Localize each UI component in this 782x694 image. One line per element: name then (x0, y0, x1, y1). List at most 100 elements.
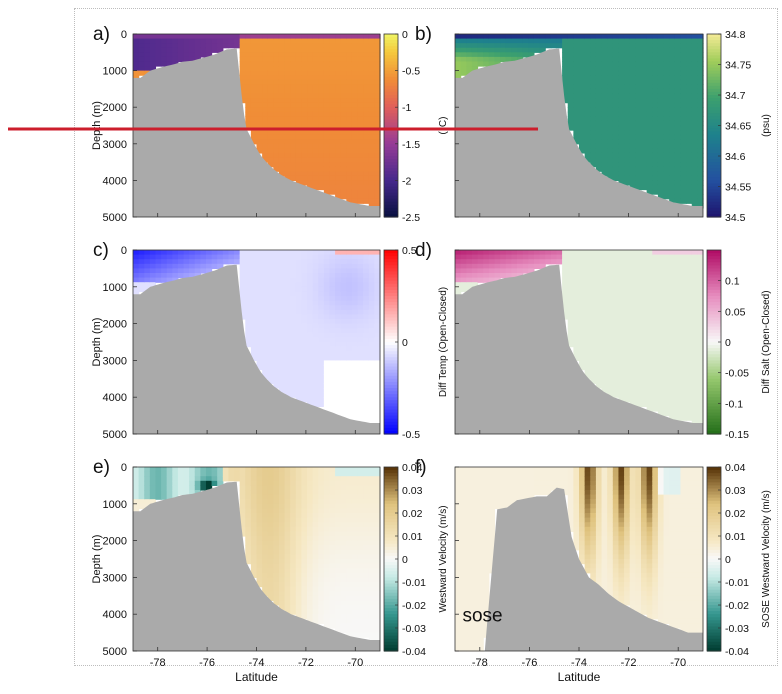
field-cell (697, 130, 704, 136)
field-cell (323, 369, 331, 375)
field-cell (505, 52, 512, 58)
field-cell (686, 75, 693, 81)
field-cell (562, 268, 569, 274)
colorbar-cell (384, 418, 398, 423)
field-cell (301, 485, 308, 491)
field-cell (351, 554, 359, 560)
field-cell (323, 79, 331, 85)
field-cell (646, 107, 653, 113)
field-cell (290, 517, 297, 523)
field-cell (691, 111, 698, 117)
field-cell (256, 34, 263, 40)
field-cell (250, 554, 258, 560)
field-cell (194, 471, 201, 477)
field-cell (669, 125, 676, 131)
colorbar-cell (384, 168, 398, 172)
field-cell (618, 360, 625, 366)
field-cell (629, 152, 636, 159)
field-cell (579, 75, 586, 81)
field-cell (657, 369, 665, 375)
field-cell (635, 351, 642, 357)
field-cell (284, 526, 291, 532)
field-cell (278, 337, 286, 343)
field-cell (663, 397, 670, 403)
field-cell (368, 378, 375, 384)
field-cell (573, 309, 580, 315)
field-cell (217, 471, 224, 477)
field-cell (340, 545, 347, 551)
field-cell (161, 268, 168, 274)
field-cell (312, 152, 319, 159)
field-cell (567, 102, 574, 108)
field-cell (657, 107, 665, 113)
field-cell (669, 374, 676, 380)
field-cell (629, 157, 636, 163)
field-cell (584, 374, 591, 380)
field-cell (539, 263, 546, 269)
field-cell (505, 47, 512, 53)
field-cell (618, 93, 625, 99)
field-cell (573, 70, 580, 76)
field-cell (323, 563, 331, 569)
field-cell (652, 98, 659, 104)
colorbar-cell (707, 342, 721, 346)
field-cell (312, 494, 319, 500)
field-cell (256, 522, 263, 528)
field-cell (262, 374, 269, 380)
field-cell (641, 360, 648, 366)
field-cell (595, 166, 603, 172)
field-cell (295, 102, 303, 108)
field-cell (579, 52, 586, 58)
field-cell (374, 522, 381, 528)
field-cell (256, 250, 263, 256)
field-cell (301, 139, 308, 145)
field-cell (579, 351, 586, 357)
field-cell (460, 56, 467, 63)
field-cell (278, 84, 286, 90)
field-cell (500, 52, 507, 58)
field-cell (351, 545, 359, 551)
field-cell (245, 56, 252, 63)
field-cell (590, 328, 597, 334)
field-cell (256, 526, 263, 532)
field-cell (357, 162, 364, 168)
field-c (133, 250, 381, 426)
field-cell (539, 259, 546, 265)
field-cell (278, 148, 286, 154)
field-cell (284, 116, 291, 122)
field-cell (624, 328, 631, 334)
field-cell (245, 536, 252, 542)
field-cell (641, 184, 648, 191)
field-cell (329, 618, 336, 624)
field-cell (295, 582, 303, 588)
field-cell (618, 98, 625, 104)
field-cell (239, 70, 246, 76)
field-cell (646, 369, 653, 375)
field-cell (307, 517, 314, 523)
field-cell (483, 277, 490, 283)
field-cell (652, 130, 659, 136)
field-cell (686, 263, 693, 269)
field-cell (307, 130, 314, 136)
field-cell (346, 286, 353, 292)
field-cell (239, 282, 246, 288)
field-cell (329, 107, 336, 113)
field-cell (307, 323, 314, 329)
field-cell (624, 61, 631, 67)
field-cell (533, 254, 541, 260)
field-cell (267, 572, 274, 578)
field-cell (663, 130, 670, 136)
field-cell (607, 148, 614, 154)
field-cell (329, 189, 336, 195)
field-cell (663, 254, 670, 260)
field-cell (290, 582, 297, 588)
field-cell (657, 75, 665, 81)
field-cell (149, 485, 157, 491)
field-cell (629, 38, 636, 44)
field-cell (155, 47, 162, 53)
field-cell (273, 332, 280, 338)
field-cell (346, 342, 353, 348)
field-cell (267, 360, 274, 366)
field-cell (267, 111, 274, 117)
field-cell (307, 526, 314, 532)
